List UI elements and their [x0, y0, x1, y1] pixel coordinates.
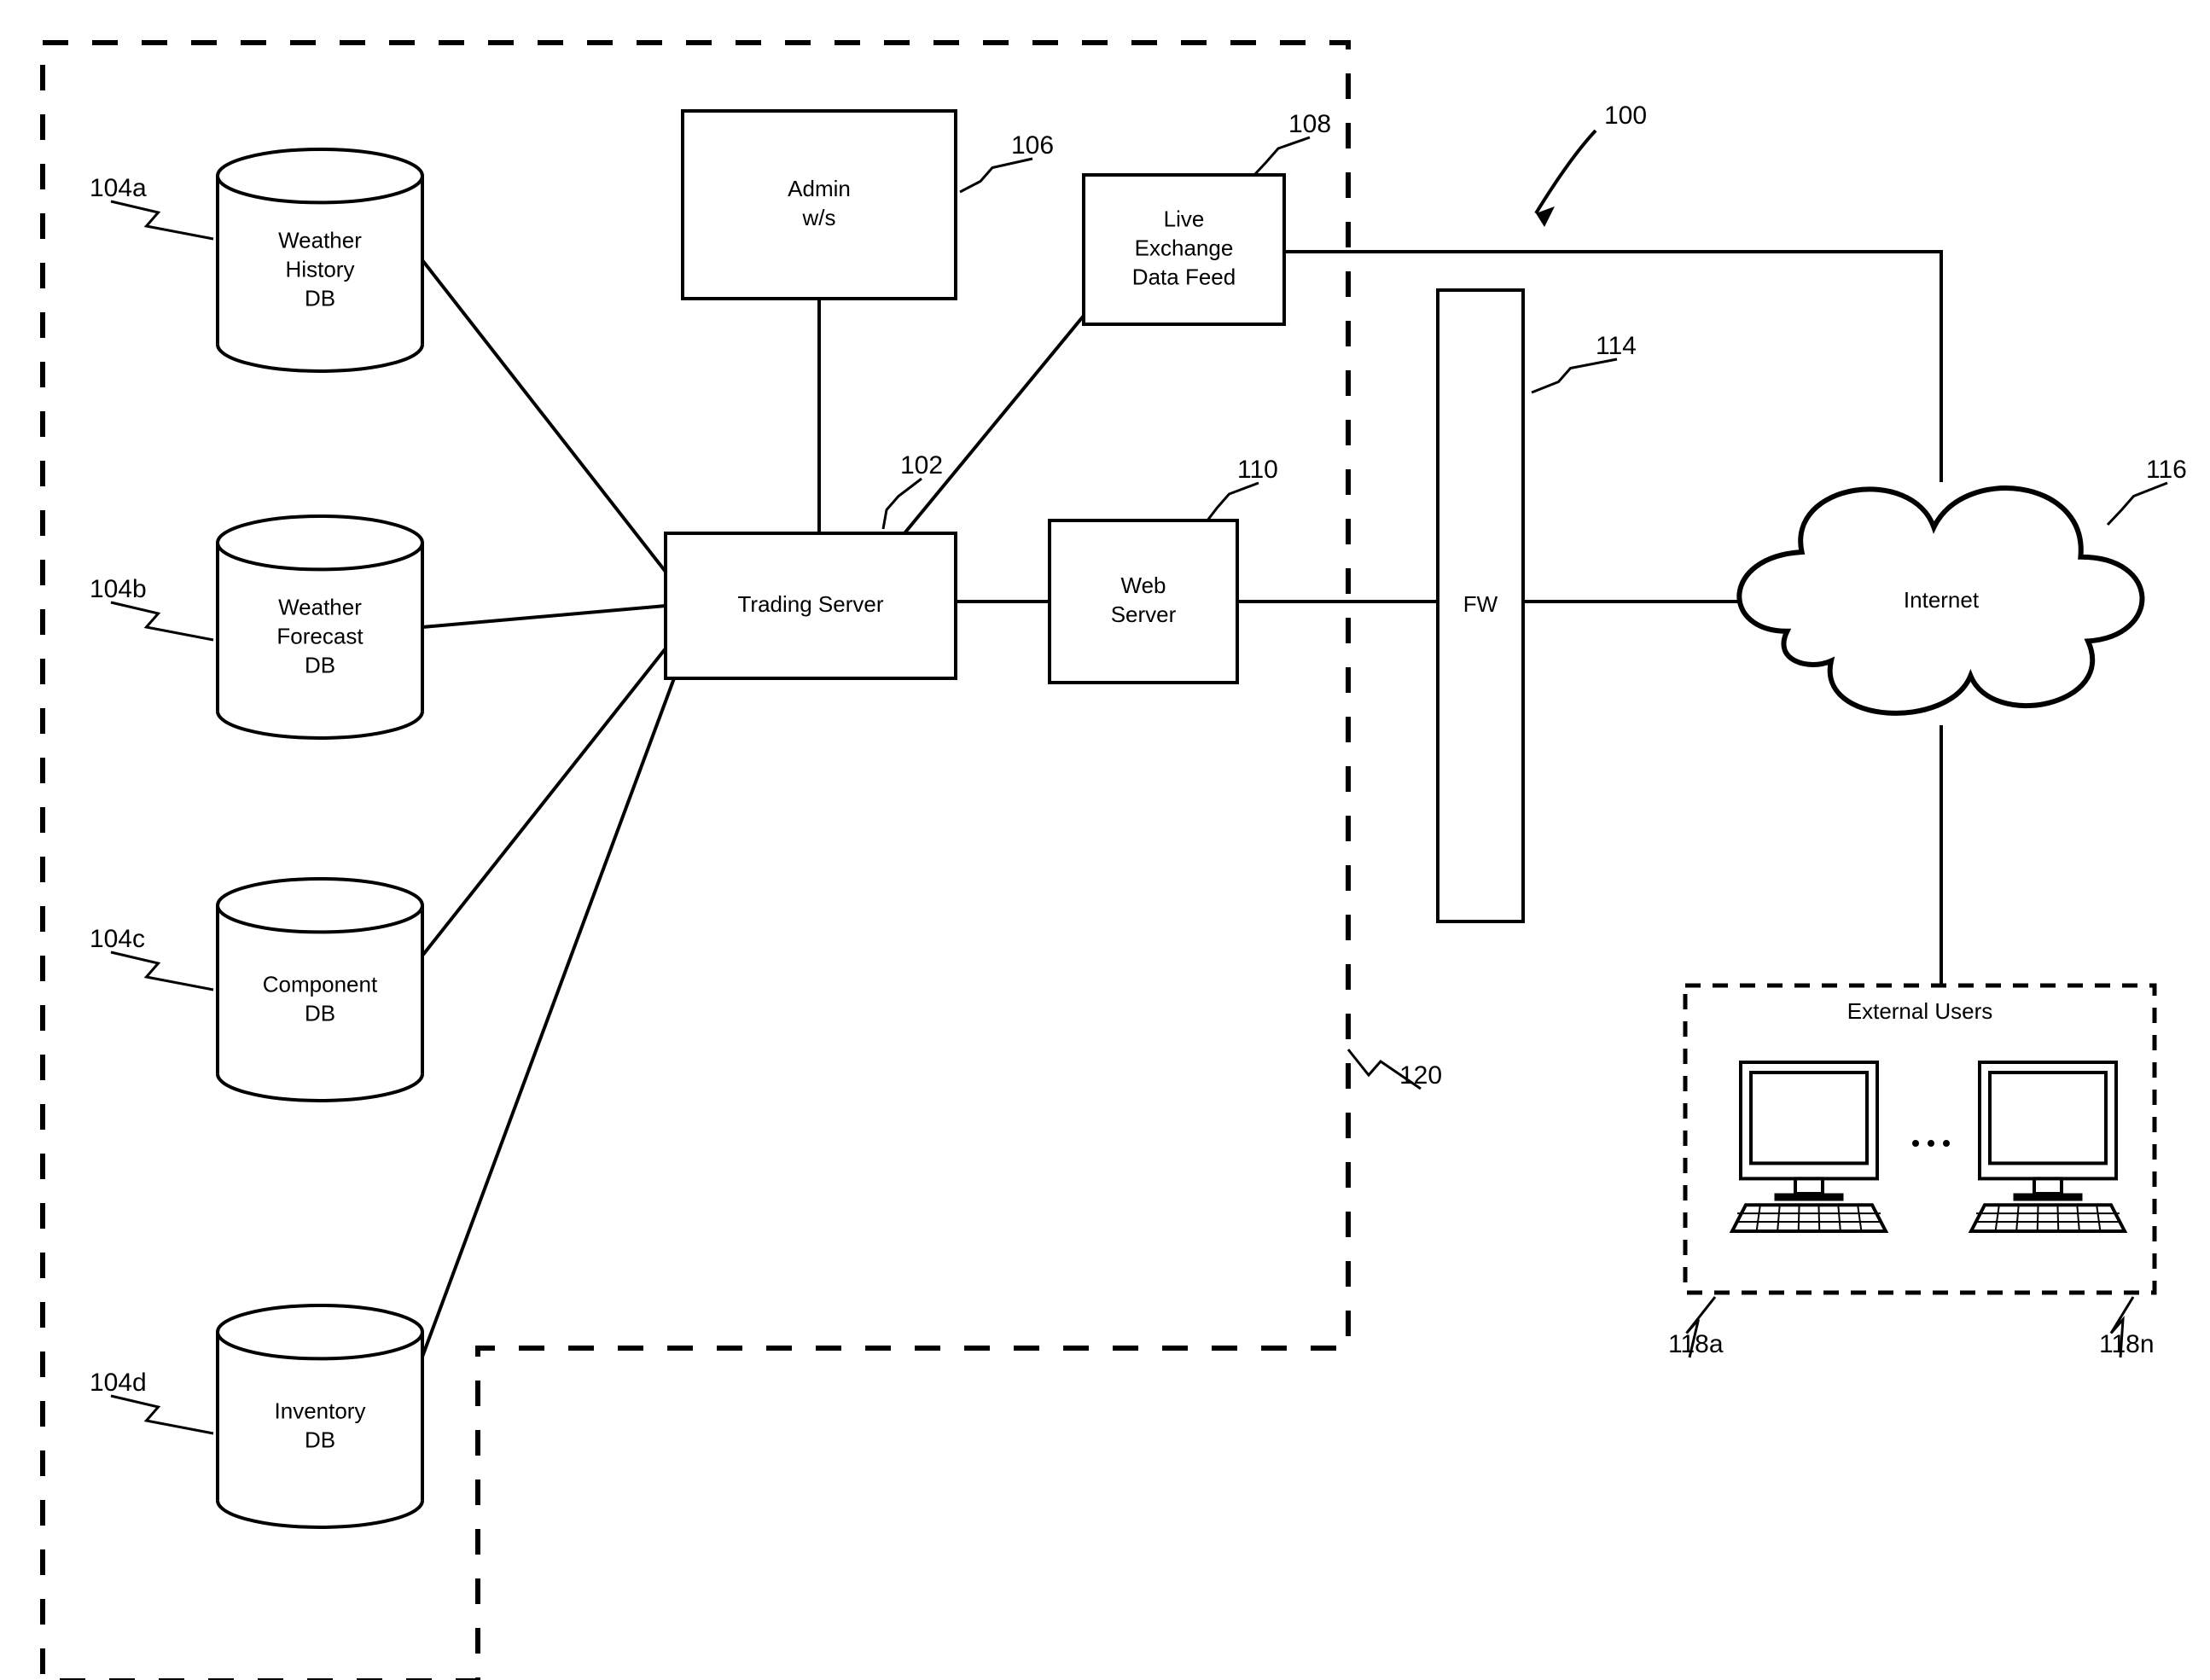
admin_ws: Adminw/s — [683, 111, 956, 299]
ref-108: 108 — [1288, 110, 1331, 138]
inventory_db: InventoryDB — [218, 1305, 422, 1527]
edge-live_exchange-trading_server — [904, 316, 1084, 533]
ref-102: 102 — [900, 451, 943, 480]
ref-tick — [1254, 137, 1310, 175]
ellipsis-dot — [1943, 1140, 1950, 1147]
ref-tick — [1207, 483, 1259, 520]
ref-tick — [960, 159, 1032, 192]
fw: FW — [1438, 290, 1523, 921]
edge-weather_forecast_db-trading_server — [422, 606, 666, 627]
edge-inventory_db-trading_server — [422, 678, 674, 1357]
internet: Internet — [1739, 488, 2142, 713]
ellipsis-dot — [1912, 1140, 1919, 1147]
live_exchange: LiveExchangeData Feed — [1084, 175, 1284, 324]
internet-label: Internet — [1904, 587, 1980, 613]
system-diagram: WeatherHistoryDB WeatherForecastDB Compone… — [0, 0, 2210, 1680]
weather_history_db: WeatherHistoryDB — [218, 149, 422, 371]
ref-116: 116 — [2146, 456, 2187, 484]
ref-118n: 118n — [2099, 1330, 2155, 1358]
ref-104c: 104c — [90, 925, 145, 953]
ref-tick — [111, 952, 213, 990]
ref-114: 114 — [1596, 332, 1637, 360]
edge-live_exchange-internet_top — [1284, 252, 1941, 482]
ref-100: 100 — [1604, 102, 1647, 130]
external-user-computer-1 — [1971, 1062, 2125, 1231]
edge-weather_history_db-trading_server — [422, 260, 666, 572]
ref-104b: 104b — [90, 575, 147, 603]
ref-arrow-100 — [1536, 131, 1596, 213]
ref-120: 120 — [1399, 1061, 1442, 1090]
ref-tick — [2108, 483, 2167, 525]
ref-104d: 104d — [90, 1369, 147, 1397]
weather_forecast_db: WeatherForecastDB — [218, 516, 422, 738]
ref-110: 110 — [1237, 456, 1278, 484]
fw-label: FW — [1463, 591, 1498, 617]
ellipsis-dot — [1928, 1140, 1934, 1147]
ref-104a: 104a — [90, 174, 147, 202]
ref-106: 106 — [1011, 131, 1054, 160]
component_db: ComponentDB — [218, 879, 422, 1101]
external_users_box-label: External Users — [1847, 998, 1993, 1024]
ref-tick — [111, 1396, 213, 1433]
ref-tick — [111, 602, 213, 640]
ref-tick — [1532, 359, 1617, 392]
trading_server: Trading Server — [666, 533, 956, 678]
web_server: WebServer — [1050, 520, 1237, 683]
trading_server-label: Trading Server — [738, 591, 884, 617]
ref-tick — [111, 201, 213, 239]
external-user-computer-0 — [1732, 1062, 1886, 1231]
